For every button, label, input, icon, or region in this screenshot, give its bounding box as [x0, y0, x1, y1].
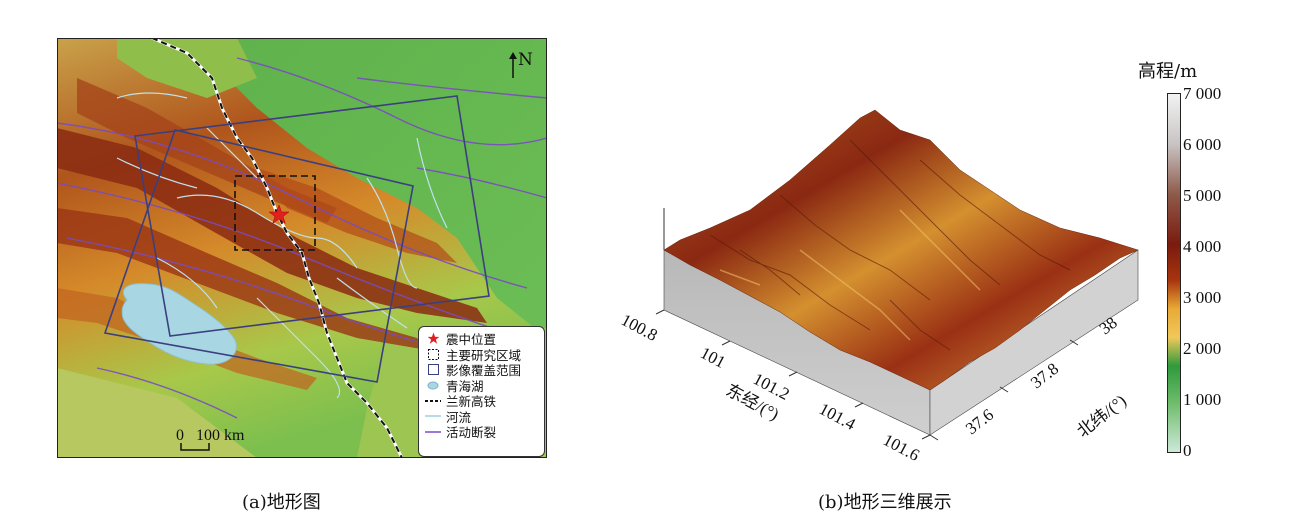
colorbar-tick: 0: [1183, 441, 1192, 460]
scale-label: 0 100 km: [176, 427, 245, 444]
colorbar-tick: 3 000: [1183, 288, 1222, 307]
colorbar-tick: 7 000: [1183, 84, 1222, 103]
coverage-footprint-1: [134, 95, 490, 337]
colorbar-title: 高程/m: [1138, 61, 1198, 82]
terrain-3d-view: [655, 109, 1139, 441]
arrow-up-icon: [509, 52, 517, 78]
caption-b: (b)地形三维展示: [818, 492, 952, 513]
dashed-square-icon: [425, 348, 441, 360]
square-icon: [425, 364, 441, 376]
colorbar-tick: 2 000: [1183, 339, 1222, 358]
colorbar-tick: 4 000: [1183, 237, 1222, 256]
north-arrow: N: [509, 52, 533, 78]
lake-icon: [425, 379, 441, 391]
qinghai-lake-shape: [121, 283, 237, 365]
legend-item-coverage: 影像覆盖范围: [425, 362, 540, 378]
colorbar-tick: 1 000: [1183, 390, 1222, 409]
colorbar: [1167, 93, 1181, 453]
study-area-box: [234, 175, 316, 251]
map-legend: 震中位置 主要研究区域 影像覆盖范围 青海湖 兰新高铁 河流 活动断裂: [418, 326, 545, 457]
legend-item-lake: 青海湖: [425, 378, 540, 394]
star-icon: [425, 332, 441, 345]
scale-bar: 0 100 km: [176, 425, 245, 451]
coverage-footprint-2: [103, 129, 414, 383]
legend-item-railway: 兰新高铁: [425, 393, 540, 409]
legend-item-river: 河流: [425, 409, 540, 425]
north-label: N: [518, 50, 533, 70]
fault-line-icon: [425, 426, 441, 438]
legend-item-fault: 活动断裂: [425, 424, 540, 440]
legend-item-epicenter: 震中位置: [425, 331, 540, 347]
terrain-map: [57, 38, 547, 458]
dashed-line-icon: [425, 395, 441, 407]
epicenter-star: [268, 204, 290, 225]
colorbar-tick: 6 000: [1183, 135, 1222, 154]
railway-line: [151, 38, 403, 458]
river-line-icon: [425, 410, 441, 422]
caption-a: (a)地形图: [242, 492, 321, 513]
legend-item-study-area: 主要研究区域: [425, 347, 540, 363]
colorbar-tick: 5 000: [1183, 186, 1222, 205]
